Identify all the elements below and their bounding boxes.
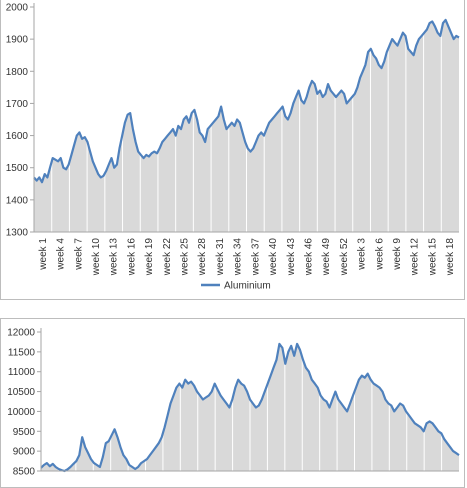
x-tick-label: week 4 [56,238,67,271]
x-tick-label: week 31 [215,238,226,277]
y-tick-label: 1600 [6,131,29,142]
legend: Aluminium [201,281,271,292]
y-tick-label: 12000 [7,328,35,339]
aluminium-chart: 1300 1400 1500 1600 1700 1800 1900 2000 week 1 we… [6,3,460,292]
y-tick-label: 8500 [13,467,36,478]
x-tick-label: week 15 [427,238,438,277]
x-tick-label: week 19 [144,238,155,277]
x-tick-label: week 16 [126,238,137,277]
y-tick-label: 11000 [8,367,36,378]
y-tick-label: 11500 [8,347,36,358]
x-tick-label: week 28 [197,238,208,277]
x-tick-label: week 1 [38,238,49,271]
x-tick-label: week 40 [268,238,279,277]
x-tick-label: week 9 [392,238,403,271]
x-tick-label: week 6 [374,238,385,271]
x-tick-label: week 13 [109,238,120,277]
series-line [33,18,460,184]
y-tick-label: 1700 [6,99,29,110]
x-tick-label: week 46 [303,238,314,277]
y-tick-label: 1400 [6,195,29,206]
y-tick-label: 10500 [7,387,35,398]
series-line [40,342,460,473]
chart-panel-aluminium: 1300 1400 1500 1600 1700 1800 1900 2000 week 1 we… [0,0,465,300]
x-tick-label: week 3 [357,238,368,271]
x-tick-label: week 12 [410,238,421,277]
x-tick-label: week 18 [445,238,456,277]
y-tick-label: 2000 [6,3,29,14]
legend-label: Aluminium [224,281,271,292]
x-tick-label: week 10 [91,238,102,277]
y-tick-label: 1300 [6,228,29,239]
x-tick-label: week 7 [73,238,84,271]
y-tick-label: 10000 [7,407,35,418]
y-tick-label: 1800 [6,67,29,78]
x-tick-label: week 52 [339,238,350,277]
second-chart: 8500 9000 9500 10000 10500 11000 11500 12000 [7,328,460,478]
x-tick-label: week 22 [162,238,173,277]
y-tick-label: 9500 [13,427,36,438]
y-tick-label: 1900 [6,35,29,46]
x-tick-label: week 25 [180,238,191,277]
x-tick-label: week 49 [321,238,332,277]
y-tick-label: 1500 [6,163,29,174]
x-tick-label: week 43 [286,238,297,277]
chart-panel-second: 8500 9000 9500 10000 10500 11000 11500 12000 [0,318,465,488]
x-tick-label: week 34 [233,238,244,277]
x-tick-label: week 37 [250,238,261,277]
y-tick-label: 9000 [13,447,36,458]
